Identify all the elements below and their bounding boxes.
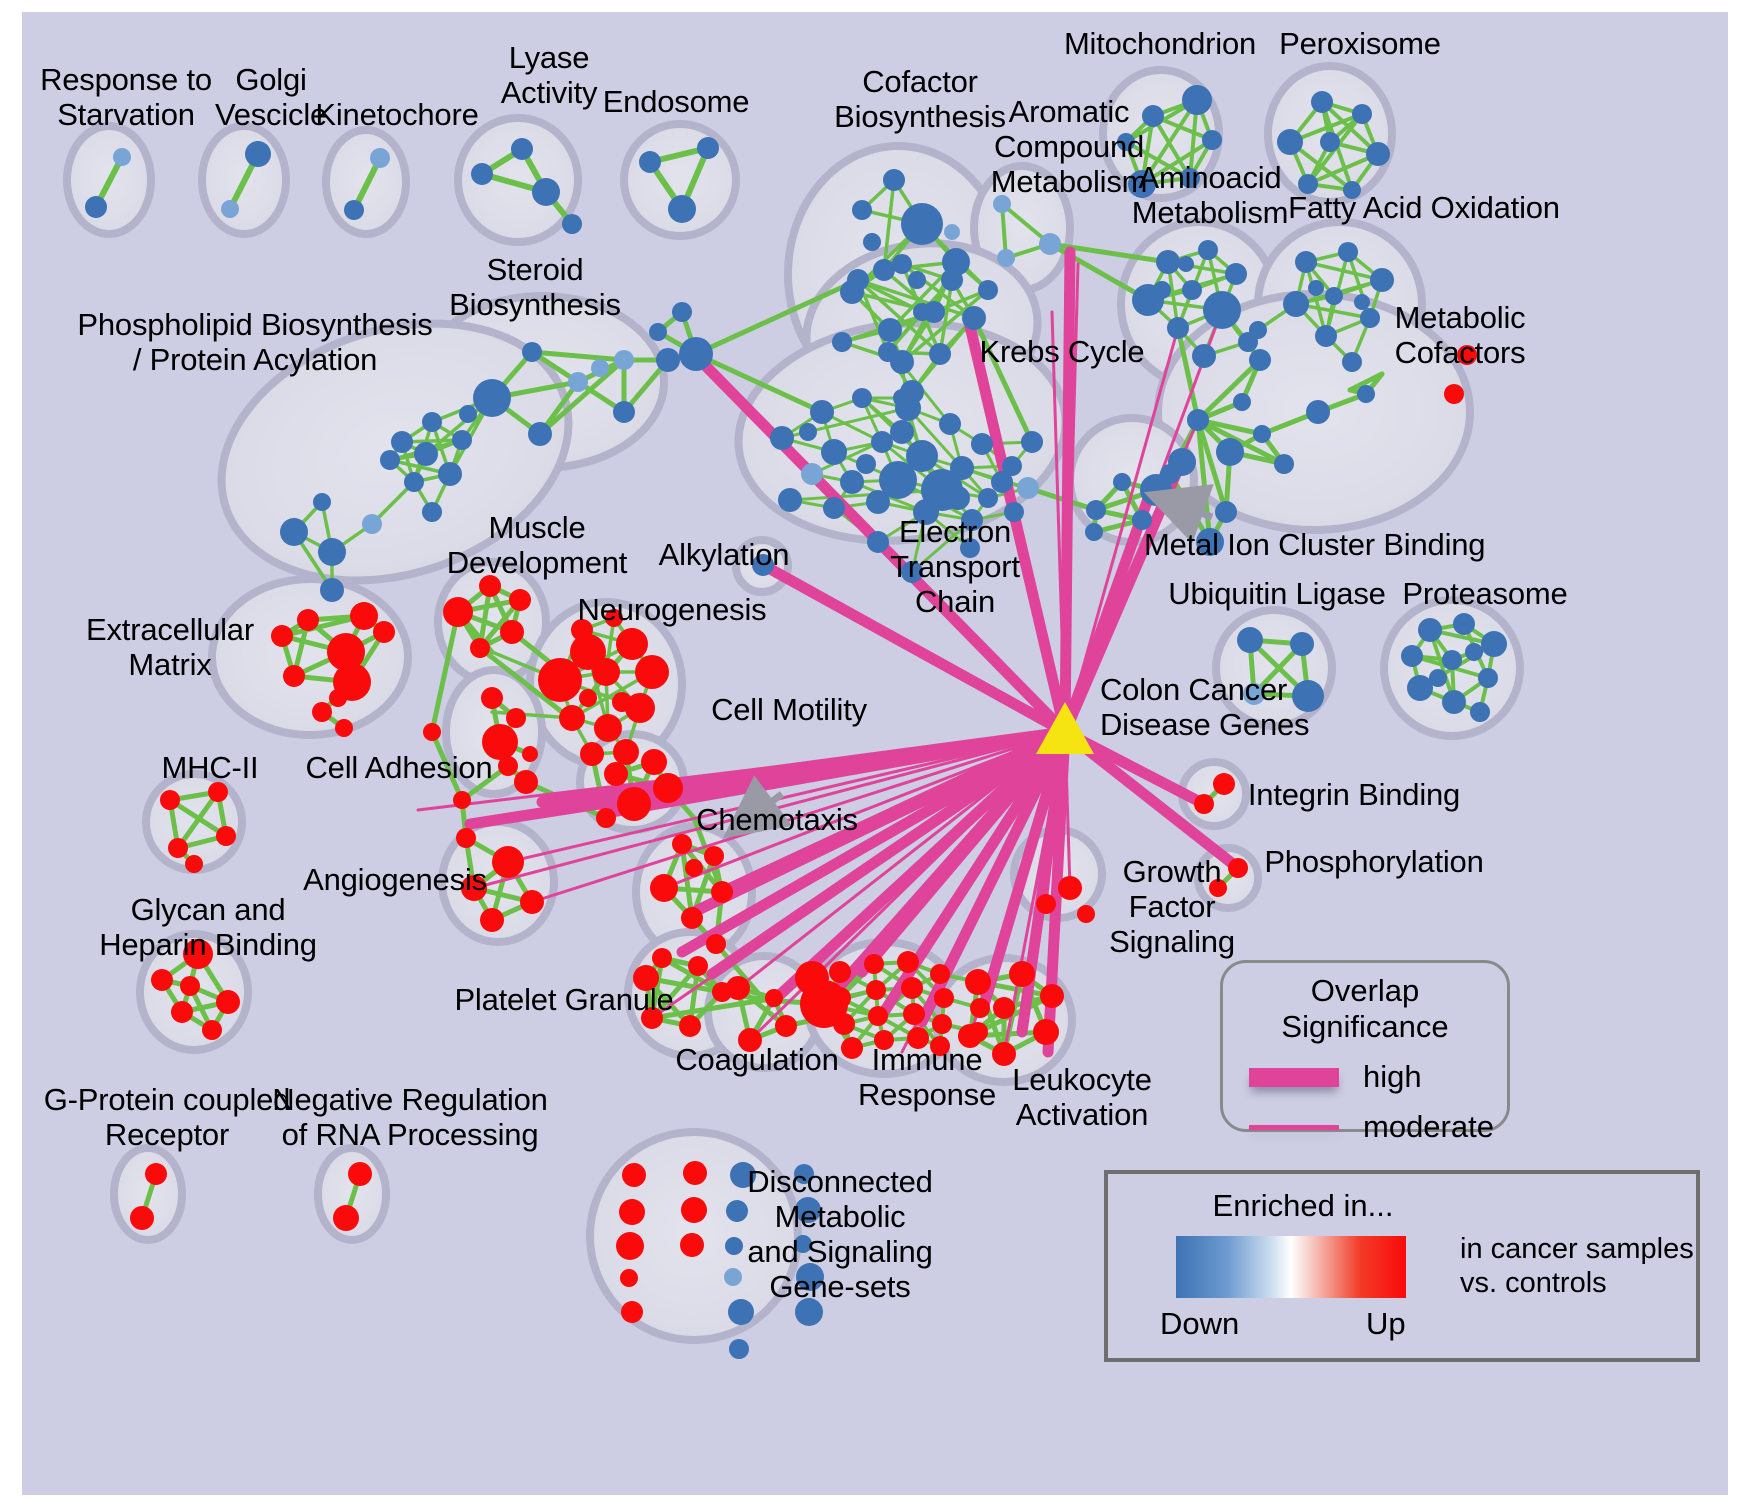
label-alkylation: Alkylation xyxy=(658,537,790,572)
legend-title-enrichment: Enriched in... xyxy=(1212,1188,1394,1223)
label-phosphorylation: Phosphorylation xyxy=(1264,844,1484,879)
legend-label-up: Up xyxy=(1366,1306,1406,1341)
label-metabolic-cofactors: Metabolic Cofactors xyxy=(1394,300,1526,370)
label-cell-motility: Cell Motility xyxy=(711,692,867,727)
legend-row-high: high xyxy=(1249,1059,1422,1095)
label-fatty-acid-oxidation: Fatty Acid Oxidation xyxy=(1288,190,1560,225)
label-kinetochore: Kinetochore xyxy=(315,97,479,132)
legend-label-down: Down xyxy=(1160,1306,1240,1341)
label-mhc-ii: MHC-II xyxy=(161,750,259,785)
cell-motility-arrow xyxy=(722,775,793,839)
label-aminoacid-metabolism: Aminoacid Metabolism xyxy=(1131,160,1289,230)
label-lyase-activity: Lyase Activity xyxy=(500,40,598,110)
label-krebs-cycle: Krebs Cycle xyxy=(979,334,1145,369)
label-aromatic-compound: Aromatic Compound Metabolism xyxy=(990,94,1148,199)
legend-swatch-high xyxy=(1249,1067,1339,1087)
annotation-arrows xyxy=(722,484,1214,839)
label-immune-response: Immune Response xyxy=(858,1042,996,1112)
legend-label-moderate: moderate xyxy=(1363,1109,1494,1144)
label-neurogenesis: Neurogenesis xyxy=(577,592,767,627)
enrichment-color-bar xyxy=(1176,1236,1406,1298)
legend-label-high: high xyxy=(1363,1059,1422,1094)
label-electron-transport-chain: Electron Transport Chain xyxy=(890,514,1020,619)
metal-ion-arrow xyxy=(1143,484,1214,544)
label-ubiquitin-ligase: Ubiquitin Ligase xyxy=(1168,576,1386,611)
label-platelet-granule: Platelet Granule xyxy=(454,982,674,1017)
legend-row-moderate: moderate xyxy=(1249,1109,1494,1145)
label-glycan-heparin-binding: Glycan and Heparin Binding xyxy=(99,892,317,962)
enrichment-legend: Enriched in... Down Up in cancer samples… xyxy=(1104,1170,1700,1362)
label-endosome: Endosome xyxy=(602,84,750,119)
legend-caption-enrichment: in cancer samples vs. controls xyxy=(1460,1233,1694,1299)
network-canvas: Response to Starvation Golgi Vescicle Ki… xyxy=(22,12,1728,1495)
label-phospholipid-biosynthesis: Phospholipid Biosynthesis / Protein Acyl… xyxy=(77,307,433,377)
label-gpcr: G-Protein coupled Receptor xyxy=(43,1082,291,1152)
label-integrin-binding: Integrin Binding xyxy=(1247,777,1461,812)
label-response-to-starvation: Response to Starvation xyxy=(40,62,212,132)
label-leukocyte-activation: Leukocyte Activation xyxy=(1012,1062,1152,1132)
network-graph xyxy=(63,62,1524,1359)
hub-triangle-colon-cancer[interactable] xyxy=(1036,702,1094,754)
label-cofactor-biosynthesis: Cofactor Biosynthesis xyxy=(834,64,1006,134)
label-golgi-vescicle: Golgi Vescicle xyxy=(214,62,328,132)
label-muscle-development: Muscle Development xyxy=(446,510,628,580)
label-extracellular-matrix: Extracellular Matrix xyxy=(86,612,254,682)
legend-swatch-moderate xyxy=(1249,1124,1339,1130)
label-mitochondrion: Mitochondrion xyxy=(1063,26,1257,61)
label-coagulation: Coagulation xyxy=(675,1042,839,1077)
label-negative-regulation-rna: Negative Regulation of RNA Processing xyxy=(272,1082,548,1152)
label-angiogenesis: Angiogenesis xyxy=(303,862,487,897)
label-proteasome: Proteasome xyxy=(1402,576,1568,611)
nodes-up xyxy=(130,345,1477,1323)
label-chemotaxis: Chemotaxis xyxy=(696,802,858,837)
ellipse-lyase-activity xyxy=(454,114,582,246)
label-colon-cancer-disease-genes: Colon Cancer Disease Genes xyxy=(1100,672,1310,742)
label-peroxisome: Peroxisome xyxy=(1279,26,1441,61)
label-steroid-biosynthesis: Steroid Biosynthesis xyxy=(449,252,621,322)
label-disconnected-genesets: Disconnected Metabolic and Signaling Gen… xyxy=(747,1164,933,1304)
label-growth-factor-signaling: Growth Factor Signaling xyxy=(1109,854,1235,959)
label-metal-ion-cluster-binding: Metal Ion Cluster Binding xyxy=(1144,527,1486,562)
overlap-significance-legend: Overlap Significance high moderate xyxy=(1220,960,1510,1144)
legend-title-significance: Overlap Significance xyxy=(1281,973,1449,1044)
nodes-down xyxy=(85,85,1507,1359)
label-cell-adhesion: Cell Adhesion xyxy=(305,750,493,785)
